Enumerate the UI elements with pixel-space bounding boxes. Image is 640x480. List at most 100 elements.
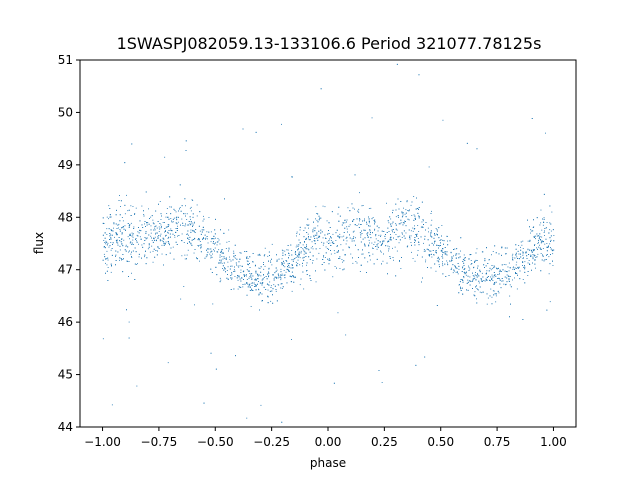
scatter-point xyxy=(477,289,479,291)
scatter-point xyxy=(442,254,443,256)
scatter-point xyxy=(344,254,346,256)
scatter-point xyxy=(467,279,469,281)
scatter-point xyxy=(381,230,383,232)
scatter-point xyxy=(532,258,534,260)
scatter-point xyxy=(322,259,324,260)
x-axis-label: phase xyxy=(310,456,346,470)
scatter-point xyxy=(283,274,285,276)
scatter-point xyxy=(468,266,470,268)
scatter-point xyxy=(534,255,535,257)
scatter-point xyxy=(151,215,153,217)
scatter-point xyxy=(263,286,265,288)
y-tick-label: 44 xyxy=(58,420,73,434)
scatter-point xyxy=(369,233,371,235)
scatter-point xyxy=(215,218,216,220)
scatter-point xyxy=(131,272,132,274)
scatter-point xyxy=(165,230,166,232)
scatter-point xyxy=(135,251,137,253)
scatter-point xyxy=(255,264,256,266)
scatter-point xyxy=(389,216,391,218)
scatter-point xyxy=(550,239,552,241)
scatter-point xyxy=(120,200,122,202)
scatter-point xyxy=(237,288,239,290)
scatter-point xyxy=(246,282,248,284)
scatter-point xyxy=(118,237,120,238)
scatter-point xyxy=(172,246,174,248)
scatter-point xyxy=(505,264,507,266)
scatter-point xyxy=(165,226,167,228)
scatter-point xyxy=(512,258,513,260)
scatter-point xyxy=(144,240,146,241)
scatter-point xyxy=(444,252,446,254)
scatter-point xyxy=(129,242,131,244)
scatter-point xyxy=(269,281,271,283)
scatter-point xyxy=(544,228,546,229)
scatter-point xyxy=(520,249,522,251)
scatter-point xyxy=(124,249,126,251)
scatter-point xyxy=(275,267,277,269)
scatter-point xyxy=(313,227,315,229)
scatter-point xyxy=(303,256,305,258)
scatter-point xyxy=(387,240,389,242)
scatter-point xyxy=(501,264,503,266)
scatter-point xyxy=(479,286,481,288)
scatter-point xyxy=(265,289,267,290)
scatter-point xyxy=(144,254,146,256)
scatter-point xyxy=(360,224,362,225)
scatter-point xyxy=(263,255,265,257)
scatter-point xyxy=(540,239,542,241)
scatter-point xyxy=(185,205,186,207)
scatter-point xyxy=(110,263,112,265)
scatter-point xyxy=(501,246,503,248)
scatter-point xyxy=(203,215,204,217)
x-tick-label: −0.25 xyxy=(253,435,290,449)
scatter-point xyxy=(251,289,253,291)
scatter-point xyxy=(115,233,117,235)
scatter-point xyxy=(302,271,304,273)
scatter-point xyxy=(475,275,477,277)
scatter-point xyxy=(159,228,161,230)
scatter-point xyxy=(468,270,470,271)
scatter-point xyxy=(226,241,228,243)
scatter-point xyxy=(211,256,213,258)
scatter-point xyxy=(398,208,400,210)
scatter-point xyxy=(440,245,441,246)
scatter-point xyxy=(267,289,269,291)
scatter-point xyxy=(397,215,399,217)
scatter-point xyxy=(288,266,290,268)
scatter-point xyxy=(434,233,435,235)
scatter-point xyxy=(267,295,269,297)
scatter-point xyxy=(330,253,332,255)
scatter-point xyxy=(368,216,369,218)
scatter-point xyxy=(368,239,370,241)
scatter-point xyxy=(158,226,160,228)
scatter-point xyxy=(470,254,472,255)
scatter-point xyxy=(444,251,446,252)
x-tick-label: 0.25 xyxy=(371,435,398,449)
scatter-point xyxy=(553,240,555,242)
scatter-point xyxy=(189,241,190,243)
scatter-point xyxy=(466,282,468,284)
scatter-point xyxy=(438,245,440,246)
scatter-point xyxy=(128,225,130,226)
scatter-point xyxy=(115,264,116,266)
scatter-point xyxy=(220,251,222,252)
scatter-point xyxy=(202,226,204,228)
scatter-point xyxy=(271,258,272,260)
scatter-point xyxy=(358,211,360,213)
scatter-point xyxy=(336,251,338,253)
scatter-point xyxy=(377,243,379,245)
scatter-point xyxy=(305,237,307,239)
scatter-point xyxy=(203,238,205,239)
scatter-point xyxy=(552,265,554,266)
scatter-point xyxy=(297,263,299,264)
scatter-point xyxy=(259,255,261,256)
scatter-point xyxy=(306,264,307,266)
scatter-point xyxy=(227,261,229,263)
scatter-point xyxy=(369,255,371,257)
scatter-point xyxy=(193,222,195,224)
scatter-point xyxy=(382,240,384,242)
scatter-point xyxy=(393,259,394,261)
scatter-point xyxy=(519,278,521,280)
scatter-point xyxy=(550,241,551,242)
